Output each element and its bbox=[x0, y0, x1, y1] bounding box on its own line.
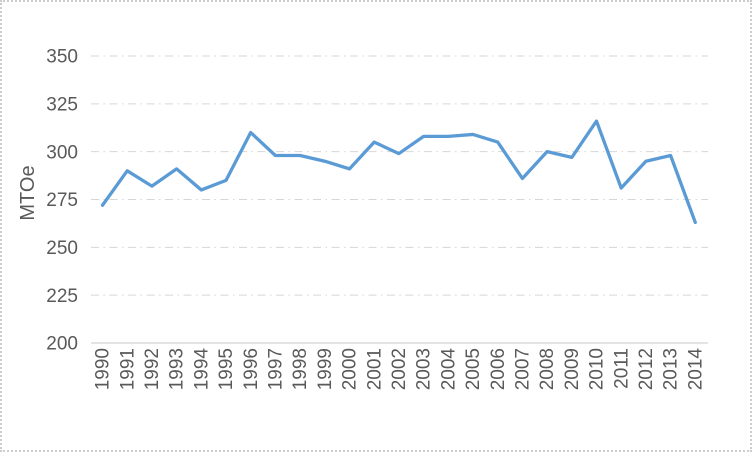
x-tick-label: 1990 bbox=[93, 348, 114, 390]
data-series-line bbox=[100, 119, 697, 225]
x-tick-label: 2001 bbox=[364, 348, 385, 390]
y-tick-label: 275 bbox=[46, 190, 78, 211]
x-tick-label: 2004 bbox=[438, 348, 459, 391]
y-tick-label: 300 bbox=[46, 142, 78, 163]
x-tick-label: 2006 bbox=[488, 348, 509, 390]
x-tick-label: 1996 bbox=[241, 348, 262, 390]
x-tick-label: 2000 bbox=[340, 348, 361, 390]
x-tick-label: 1993 bbox=[167, 348, 188, 390]
x-tick-label: 1999 bbox=[315, 348, 336, 390]
x-tick-label: 2003 bbox=[414, 348, 435, 390]
x-tick-label: 1994 bbox=[191, 348, 212, 391]
x-tick-label: 1997 bbox=[265, 348, 286, 390]
y-tick-label: 350 bbox=[46, 47, 78, 68]
y-tick-label: 200 bbox=[46, 334, 78, 355]
x-tick-label: 1995 bbox=[216, 348, 237, 390]
x-tick-label: 2009 bbox=[562, 348, 583, 390]
x-tick-label: 1991 bbox=[117, 348, 138, 390]
x-tick-label: 2011 bbox=[611, 348, 632, 389]
y-tick-label: 325 bbox=[46, 94, 78, 115]
x-tick-label: 2012 bbox=[636, 348, 657, 390]
x-tick-label: 2013 bbox=[661, 348, 682, 390]
y-tick-label: 250 bbox=[46, 238, 78, 259]
x-tick-label: 2005 bbox=[463, 348, 484, 390]
x-tick-label: 2008 bbox=[537, 348, 558, 390]
x-tick-label: 1992 bbox=[142, 348, 163, 390]
x-tick-label: 2014 bbox=[685, 348, 706, 391]
x-tick-label: 2010 bbox=[587, 348, 608, 390]
y-tick-label: 225 bbox=[46, 286, 78, 307]
x-tick-label: 1998 bbox=[290, 348, 311, 390]
x-tick-label: 2007 bbox=[512, 348, 533, 390]
x-tick-label: 2002 bbox=[389, 348, 410, 390]
